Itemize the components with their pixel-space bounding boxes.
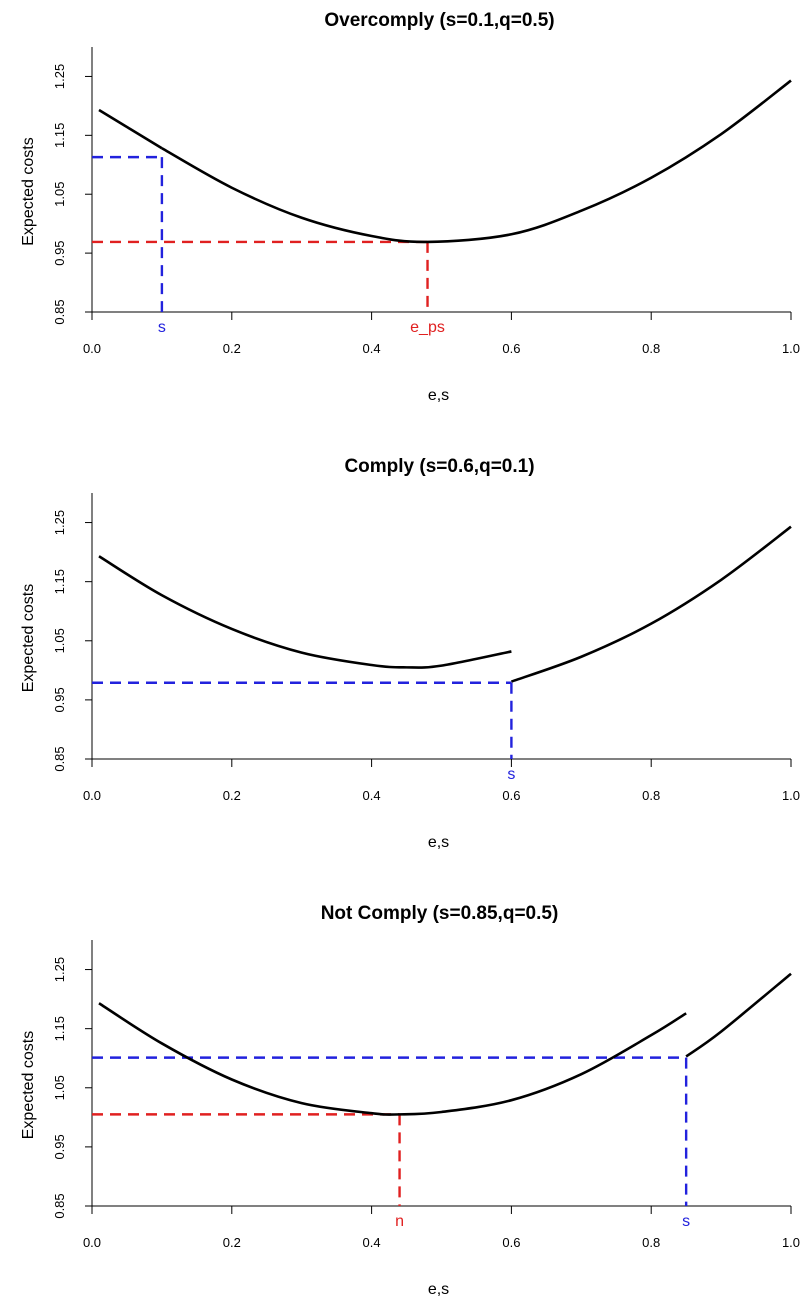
chart-title: Not Comply (s=0.85,q=0.5): [321, 903, 559, 924]
y-tick-label: 1.25: [52, 957, 67, 982]
y-tick-label: 0.85: [52, 299, 67, 324]
x-tick-label: 1.0: [782, 1235, 800, 1250]
x-axis-title: e,s: [428, 387, 449, 404]
x-tick-label: 0.6: [502, 1235, 520, 1250]
y-axis-title: Expected costs: [20, 137, 37, 246]
x-tick-label: 0.8: [642, 341, 660, 356]
cost-curve-segment-1: [98, 1002, 687, 1116]
x-tick-label: 0.0: [83, 788, 101, 803]
y-tick-label: 0.95: [52, 1134, 67, 1159]
marker-label: e_ps: [410, 319, 445, 336]
x-axis-title: e,s: [428, 1281, 449, 1298]
chart-title: Overcomply (s=0.1,q=0.5): [324, 10, 554, 31]
x-tick-label: 0.4: [363, 341, 381, 356]
x-tick-label: 0.2: [223, 1235, 241, 1250]
x-tick-label: 0.6: [502, 788, 520, 803]
y-axis-title: Expected costs: [20, 1031, 37, 1140]
chart-title: Comply (s=0.6,q=0.1): [344, 456, 534, 477]
marker-label: s: [682, 1213, 690, 1230]
y-tick-label: 1.15: [52, 569, 67, 594]
x-tick-label: 0.2: [223, 788, 241, 803]
y-tick-label: 0.95: [52, 687, 67, 712]
marker-label: s: [158, 319, 166, 336]
x-tick-label: 1.0: [782, 341, 800, 356]
y-tick-label: 1.05: [52, 1075, 67, 1100]
x-tick-label: 0.0: [83, 1235, 101, 1250]
x-axis-title: e,s: [428, 834, 449, 851]
cost-curve-segment-1: [98, 108, 163, 150]
cost-curve-segment-2: [685, 972, 792, 1058]
x-tick-label: 0.6: [502, 341, 520, 356]
x-tick-label: 0.8: [642, 1235, 660, 1250]
y-tick-label: 1.15: [52, 1016, 67, 1041]
y-tick-label: 0.85: [52, 1193, 67, 1218]
y-tick-label: 0.85: [52, 746, 67, 771]
chart-panel-2: Comply (s=0.6,q=0.1) 0.0 0.2 0.4 0.6 0.8 1.0 0.…: [20, 456, 800, 851]
x-tick-label: 0.4: [363, 788, 381, 803]
x-tick-label: 0.2: [223, 341, 241, 356]
cost-curve-segment-2: [161, 79, 792, 244]
y-axis-title: Expected costs: [20, 584, 37, 693]
x-tick-label: 0.4: [363, 1235, 381, 1250]
marker-label: n: [395, 1213, 404, 1230]
x-tick-label: 0.8: [642, 788, 660, 803]
x-tick-label: 0.0: [83, 341, 101, 356]
cost-curve-segment-1: [98, 555, 512, 669]
x-tick-label: 1.0: [782, 788, 800, 803]
y-tick-label: 1.15: [52, 123, 67, 148]
cost-curve-segment-2: [510, 525, 792, 683]
y-tick-label: 0.95: [52, 240, 67, 265]
y-tick-label: 1.25: [52, 510, 67, 535]
y-tick-label: 1.05: [52, 182, 67, 207]
chart-panel-1: Overcomply (s=0.1,q=0.5) 0.0 0.2 0.4 0.6 0.8 1…: [20, 10, 800, 404]
y-tick-label: 1.25: [52, 64, 67, 89]
chart-panel-3: Not Comply (s=0.85,q=0.5) 0.0 0.2 0.4 0.6 0.8…: [20, 903, 800, 1298]
marker-label: s: [507, 766, 515, 783]
y-tick-label: 1.05: [52, 628, 67, 653]
